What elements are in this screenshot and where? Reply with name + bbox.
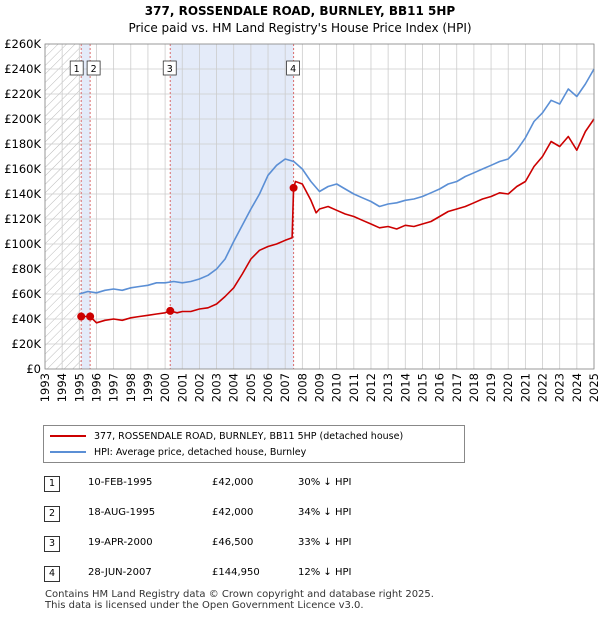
y-tick-label: £100K <box>4 237 41 251</box>
series-line-hpi <box>79 68 595 295</box>
x-tick-label: 2021 <box>518 373 532 402</box>
transaction-row: 3 19-APR-2000 £46,500 33% ↓ HPI <box>40 534 440 554</box>
x-tick-label: 2003 <box>210 373 224 402</box>
transaction-number: 2 <box>44 506 60 522</box>
chart-subtitle: Price paid vs. HM Land Registry's House … <box>128 21 472 35</box>
y-tick-label: £20K <box>12 337 42 351</box>
transaction-date: 10-FEB-1995 <box>88 477 153 488</box>
x-tick-label: 1994 <box>55 373 69 402</box>
y-tick-label: £240K <box>4 62 41 76</box>
x-tick-label: 2010 <box>330 373 344 402</box>
transaction-price: £144,950 <box>212 567 260 578</box>
x-tick-label: 1995 <box>72 373 86 402</box>
transaction-row: 1 10-FEB-1995 £42,000 30% ↓ HPI <box>40 474 440 494</box>
sale-point-marker <box>289 183 298 192</box>
x-tick-label: 2005 <box>244 373 258 402</box>
transaction-row: 4 28-JUN-2007 £144,950 12% ↓ HPI <box>40 564 440 584</box>
x-tick-label: 2001 <box>175 373 189 402</box>
x-tick-label: 2024 <box>570 373 584 402</box>
legend-item-hpi: HPI: Average price, detached house, Burn… <box>50 445 306 459</box>
transaction-price: £42,000 <box>212 507 254 518</box>
y-tick-label: £40K <box>12 312 42 326</box>
marker-label-box <box>286 60 300 76</box>
transaction-number: 3 <box>44 536 60 552</box>
x-tick-label: 1996 <box>89 373 103 402</box>
x-tick-label: 2006 <box>261 373 275 402</box>
legend-swatch-hpi <box>50 451 86 453</box>
y-tick-label: £0 <box>26 362 41 376</box>
x-tick-label: 2014 <box>398 373 412 402</box>
x-tick-label: 2002 <box>192 373 206 402</box>
y-tick-label: £60K <box>12 287 42 301</box>
marker-label-box <box>69 60 84 76</box>
x-tick-label: 1997 <box>107 373 121 402</box>
marker-label-number: 1 <box>74 64 80 75</box>
chart-title-address: 377, ROSSENDALE ROAD, BURNLEY, BB11 5HP <box>144 4 456 18</box>
x-tick-label: 2008 <box>295 373 309 402</box>
sale-point-marker <box>77 312 86 321</box>
legend-label-hpi: HPI: Average price, detached house, Burn… <box>94 446 307 458</box>
transaction-number: 1 <box>44 476 60 492</box>
x-tick-label: 2009 <box>313 373 327 402</box>
transaction-date: 18-AUG-1995 <box>88 507 156 518</box>
marker-label-box <box>162 60 177 76</box>
hatched-region <box>45 44 82 369</box>
transaction-hpi-diff: 34% ↓ HPI <box>298 507 352 518</box>
x-tick-label: 2013 <box>381 373 395 402</box>
x-tick-label: 2017 <box>450 373 464 402</box>
transaction-date: 28-JUN-2007 <box>88 567 152 578</box>
x-tick-label: 2015 <box>415 373 429 402</box>
y-tick-label: £80K <box>12 262 42 276</box>
y-tick-label: £200K <box>4 112 41 126</box>
price-chart: £0 £20K £40K £60K £80K £100K £120K £140K £160K £1… <box>4 37 600 402</box>
chart-legend: 377, ROSSENDALE ROAD, BURNLEY, BB11 5HP … <box>43 425 465 463</box>
sale-point-marker <box>166 306 175 315</box>
marker-label-number: 2 <box>91 64 97 75</box>
x-tick-label: 1998 <box>124 373 138 402</box>
x-tick-label: 2019 <box>484 373 498 402</box>
shaded-range <box>81 44 91 369</box>
x-tick-label: 2025 <box>587 373 600 402</box>
footer-line-2: This data is licensed under the Open Gov… <box>45 600 364 611</box>
y-tick-label: £260K <box>4 37 41 51</box>
x-tick-label: 2020 <box>501 373 515 402</box>
marker-label-number: 4 <box>290 64 296 75</box>
shaded-range <box>170 44 294 369</box>
y-tick-label: £160K <box>4 162 41 176</box>
x-tick-label: 2007 <box>278 373 292 402</box>
y-tick-label: £220K <box>4 87 41 101</box>
marker-label-number: 3 <box>167 64 173 75</box>
footer-attribution: Contains HM Land Registry data © Crown c… <box>45 589 434 611</box>
y-tick-label: £140K <box>4 187 41 201</box>
series-line-property <box>81 118 595 324</box>
transaction-hpi-diff: 30% ↓ HPI <box>298 477 352 488</box>
x-tick-label: 2004 <box>227 373 241 402</box>
x-tick-label: 2011 <box>347 373 361 402</box>
sale-point-marker <box>86 312 95 321</box>
y-tick-label: £180K <box>4 137 41 151</box>
x-tick-label: 1999 <box>141 373 155 402</box>
legend-item-property: 377, ROSSENDALE ROAD, BURNLEY, BB11 5HP … <box>50 429 403 443</box>
x-tick-label: 2000 <box>158 373 172 402</box>
x-tick-label: 2012 <box>364 373 378 402</box>
y-tick-label: £120K <box>4 212 41 226</box>
x-tick-label: 2022 <box>536 373 550 402</box>
x-tick-label: 2016 <box>433 373 447 402</box>
x-tick-label: 1993 <box>38 373 52 402</box>
transaction-hpi-diff: 33% ↓ HPI <box>298 537 352 548</box>
transaction-price: £42,000 <box>212 477 254 488</box>
marker-label-box <box>86 60 101 76</box>
legend-swatch-property <box>50 435 86 437</box>
legend-label-property: 377, ROSSENDALE ROAD, BURNLEY, BB11 5HP … <box>94 430 404 442</box>
transaction-row: 2 18-AUG-1995 £42,000 34% ↓ HPI <box>40 504 440 524</box>
footer-line-1: Contains HM Land Registry data © Crown c… <box>45 589 434 600</box>
transaction-hpi-diff: 12% ↓ HPI <box>298 567 352 578</box>
transaction-number: 4 <box>44 566 60 582</box>
transaction-price: £46,500 <box>212 537 254 548</box>
plot-frame <box>44 43 595 370</box>
x-tick-label: 2018 <box>467 373 481 402</box>
x-tick-label: 2023 <box>553 373 567 402</box>
transaction-date: 19-APR-2000 <box>88 537 153 548</box>
